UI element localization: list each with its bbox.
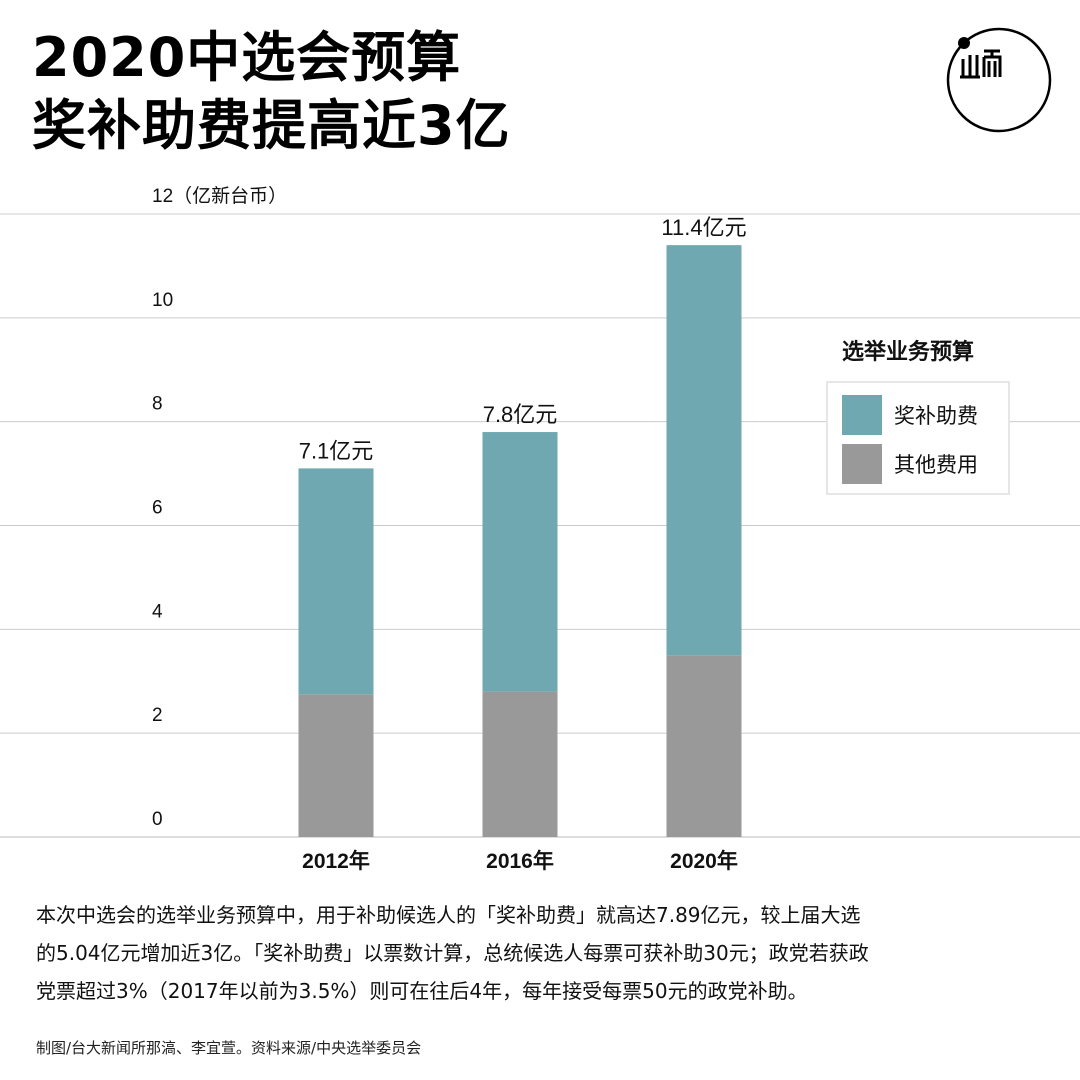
brand-logo: [946, 27, 1052, 133]
title-line-1: 2020中选会预算: [32, 26, 462, 89]
y-tick-label-4: 4: [152, 601, 163, 622]
bar-other-2: [666, 655, 742, 837]
y-tick-label-0: 0: [152, 809, 163, 830]
legend-title: 选举业务预算: [842, 340, 975, 365]
bar-subsidy-2: [666, 245, 742, 656]
total-label-0: 7.1亿元: [299, 438, 374, 463]
source-credit: 制图/台大新闻所那滈、李宜萱。资料来源/中央选举委员会: [36, 1039, 422, 1057]
brand-logo-mark: [946, 27, 1052, 133]
description-paragraph: 本次中选会的选举业务预算中，用于补助候选人的「奖补助费」就高达7.89亿元，较上…: [36, 896, 1046, 1010]
bar-subsidy-1: [482, 432, 558, 692]
legend-swatch-other: [842, 444, 882, 484]
legend-label-subsidy: 奖补助费: [894, 404, 978, 428]
chart-title: 2020中选会预算 奖补助费提高近3亿: [32, 24, 511, 160]
stacked-bar-chart: 0 2 4 6 8 10 12（亿新台币） 7.1亿元 2012年 7.8亿元 2016年 11.4亿…: [0, 185, 1080, 873]
y-tick-label-10: 10: [152, 290, 173, 311]
y-tick-label-8: 8: [152, 394, 163, 415]
legend-item-subsidy: 奖补助费: [842, 395, 978, 435]
title-line-2: 奖补助费提高近3亿: [32, 94, 511, 157]
x-category-label-2: 2020年: [670, 849, 738, 873]
description-line-2: 的5.04亿元增加近3亿。「奖补助费」以票数计算，总统候选人每票可获补助30元；…: [36, 941, 869, 965]
y-tick-label-6: 6: [152, 498, 163, 519]
y-tick-label-12: 12（亿新台币）: [152, 185, 287, 207]
legend-swatch-subsidy: [842, 395, 882, 435]
legend-label-other: 其他费用: [894, 453, 978, 477]
bar-subsidy-0: [298, 468, 374, 695]
legend-item-other: 其他费用: [842, 444, 978, 484]
total-label-1: 7.8亿元: [483, 402, 558, 427]
x-category-label-0: 2012年: [302, 849, 370, 873]
y-tick-label-2: 2: [152, 705, 163, 726]
total-label-2: 11.4亿元: [661, 215, 746, 240]
legend: 奖补助费 其他费用: [826, 381, 1010, 495]
x-category-label-1: 2016年: [486, 849, 554, 873]
bar-other-1: [482, 691, 558, 837]
bar-other-0: [298, 694, 374, 837]
y-axis-unit: （亿新台币）: [173, 185, 287, 207]
description-line-1: 本次中选会的选举业务预算中，用于补助候选人的「奖补助费」就高达7.89亿元，较上…: [36, 903, 861, 927]
description-line-3: 党票超过3%（2017年以前为3.5%）则可在往后4年，每年接受每票50元的政党…: [36, 979, 808, 1003]
